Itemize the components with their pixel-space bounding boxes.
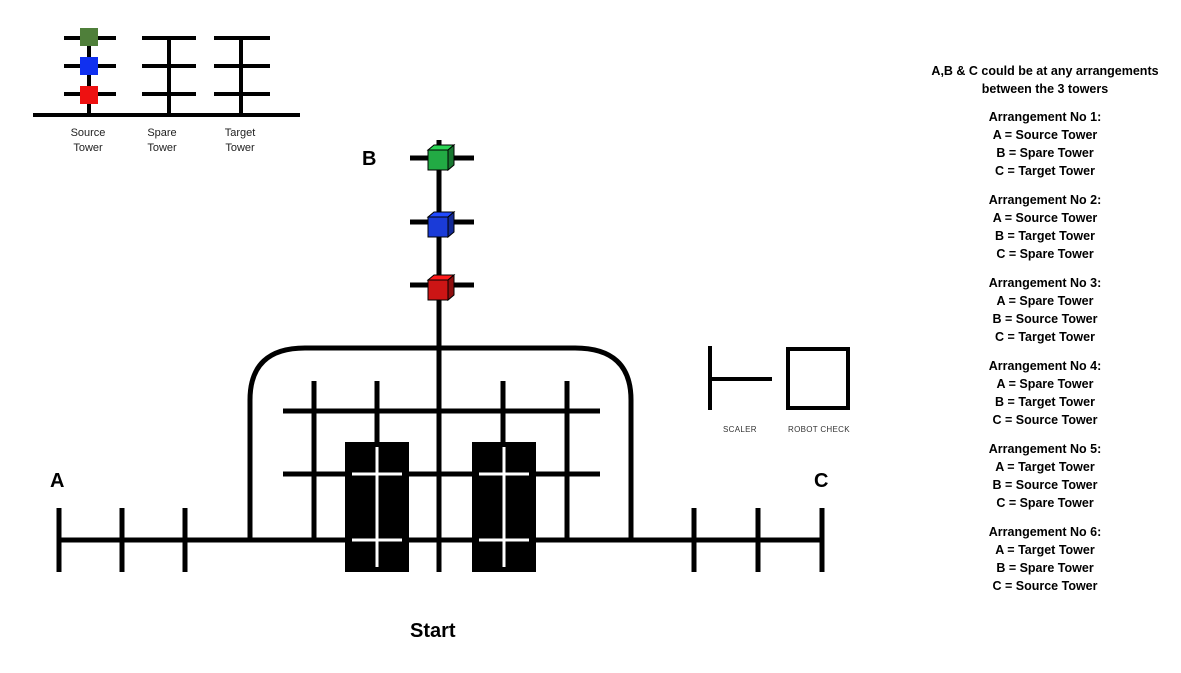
legend-source-label: Source Tower	[70, 127, 106, 154]
arrangement-5: Arrangement No 5: A = Target Tower B = S…	[988, 442, 1102, 510]
legend-towers	[33, 30, 300, 117]
legend-blue-cube	[80, 57, 98, 75]
arrangement-2: Arrangement No 2: A = Source Tower B = T…	[988, 193, 1102, 261]
arrangement-1: Arrangement No 1: A = Source Tower B = S…	[988, 110, 1102, 178]
legend-red-cube	[80, 86, 98, 104]
arrangement-4: Arrangement No 4: A = Spare Tower B = Ta…	[988, 359, 1102, 427]
label-a: A	[50, 470, 65, 492]
legend-spare-label: Spare Tower	[147, 127, 177, 154]
arrangement-6: Arrangement No 6: A = Target Tower B = S…	[988, 525, 1102, 593]
start-label: Start	[410, 620, 456, 642]
arrangement-notes: A,B & C could be at any arrangements bet…	[905, 62, 1181, 606]
legend-target-label: Target Tower	[224, 127, 256, 154]
red-cube	[426, 273, 456, 302]
label-c: C	[814, 470, 829, 492]
blue-cube	[426, 210, 456, 239]
robot-check-icon	[786, 347, 850, 410]
legend-green-cube	[80, 28, 98, 46]
notes-intro: A,B & C could be at any arrangements bet…	[931, 64, 1159, 96]
label-b: B	[362, 148, 377, 170]
green-cube	[426, 143, 456, 172]
robot-check-label: ROBOT CHECK	[788, 425, 850, 434]
scaler-label: SCALER	[723, 425, 757, 434]
arrangement-3: Arrangement No 3: A = Spare Tower B = So…	[988, 276, 1102, 344]
